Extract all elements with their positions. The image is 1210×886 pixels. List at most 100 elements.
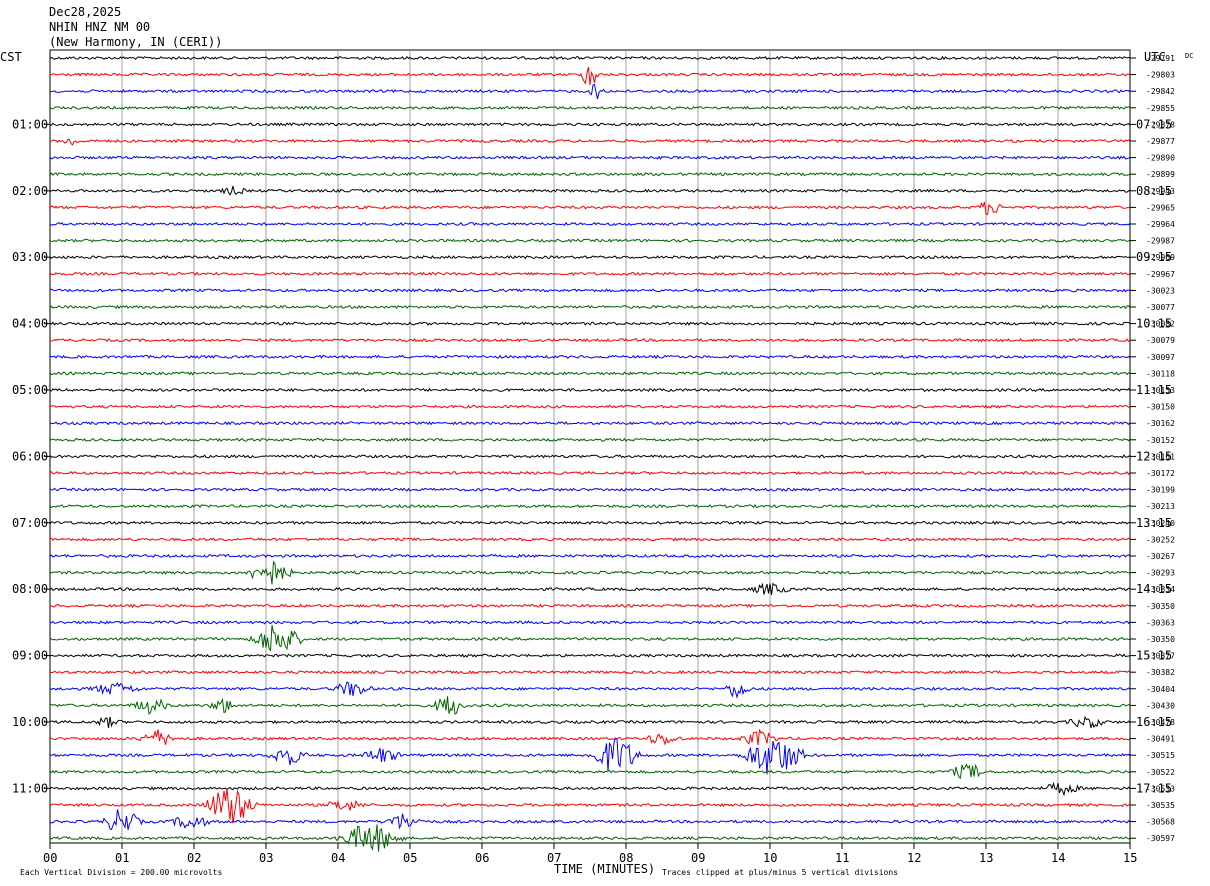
dc-offset-label: -30097: [1146, 353, 1175, 362]
trace-group: [49, 55, 1131, 852]
cst-hour-label: 10:00: [12, 715, 48, 729]
utc-hour-label: 10:15: [1136, 317, 1172, 331]
dc-offset-label: -29987: [1146, 237, 1175, 246]
dc-label: DC: [1185, 52, 1193, 60]
dc-offset-label: -30491: [1146, 735, 1175, 744]
dc-offset-label: -30161: [1146, 452, 1175, 461]
trace-row-4: [49, 122, 1131, 127]
trace-row-43: [49, 763, 1131, 779]
trace-row-29: [49, 537, 1131, 542]
trace-row-46: [49, 809, 1131, 831]
trace-row-33: [49, 603, 1131, 609]
dc-offset-label: -30377: [1146, 652, 1175, 661]
dc-offset-label: -30293: [1146, 569, 1175, 578]
x-tick-label: 15: [1123, 851, 1137, 865]
trace-row-16: [49, 321, 1131, 326]
x-tick-label: 05: [403, 851, 417, 865]
trace-row-21: [49, 404, 1131, 409]
dc-offset-label: -30533: [1146, 784, 1175, 793]
x-tick-label: 13: [979, 851, 993, 865]
dc-offset-label: -29842: [1146, 87, 1175, 96]
dc-offset-label: -29877: [1146, 137, 1175, 146]
dc-offset-label: -30363: [1146, 618, 1175, 627]
trace-row-34: [49, 620, 1131, 625]
trace-row-23: [49, 437, 1131, 442]
utc-hour-label: 11:15: [1136, 383, 1172, 397]
trace-row-22: [49, 421, 1131, 426]
x-tick-label: 10: [763, 851, 777, 865]
location-label: (New Harmony, IN (CERI)): [49, 35, 222, 49]
dc-offset-label: -30404: [1146, 685, 1175, 694]
x-axis-label: TIME (MINUTES): [554, 862, 655, 876]
trace-row-11: [49, 238, 1131, 243]
x-tick-label: 08: [619, 851, 633, 865]
trace-row-17: [49, 338, 1131, 343]
trace-row-5: [49, 138, 1131, 146]
scale-note: Each Vertical Division = 200.00 microvol…: [20, 868, 222, 877]
trace-row-9: [49, 201, 1131, 216]
utc-hour-label: 17:15: [1136, 781, 1172, 795]
trace-row-35: [49, 624, 1131, 652]
utc-hour-label: 07:15: [1136, 117, 1172, 131]
dc-offset-label: -30522: [1146, 768, 1175, 777]
x-tick-label: 07: [547, 851, 561, 865]
trace-row-42: [49, 737, 1131, 775]
dc-offset-label: -30350: [1146, 635, 1175, 644]
trace-row-19: [49, 371, 1131, 376]
dc-offset-label: -29899: [1146, 170, 1175, 179]
trace-row-44: [49, 781, 1131, 797]
dc-offset-label: -29967: [1146, 270, 1175, 279]
dc-offset-label: -29965: [1146, 203, 1175, 212]
trace-row-3: [49, 105, 1131, 111]
trace-row-2: [49, 83, 1131, 100]
utc-label: UTC: [1144, 50, 1166, 64]
trace-row-6: [49, 155, 1131, 160]
dc-offset-label: -30430: [1146, 701, 1175, 710]
cst-hour-label: 07:00: [12, 516, 48, 530]
x-tick-label: 04: [331, 851, 345, 865]
cst-hour-label: 11:00: [12, 781, 48, 795]
dc-offset-label: -29969: [1146, 253, 1175, 262]
x-tick-label: 12: [907, 851, 921, 865]
trace-row-7: [49, 171, 1131, 177]
dc-offset-label: -29964: [1146, 220, 1175, 229]
dc-offset-label: -30082: [1146, 320, 1175, 329]
trace-row-36: [49, 653, 1131, 658]
trace-row-15: [49, 304, 1131, 310]
cst-hour-label: 06:00: [12, 449, 48, 463]
x-tick-label: 00: [43, 851, 57, 865]
trace-row-0: [49, 55, 1131, 61]
dc-offset-label: -30162: [1146, 419, 1175, 428]
cst-label: CST: [0, 50, 22, 64]
dc-offset-label: -30213: [1146, 502, 1175, 511]
dc-offset-label: -30515: [1146, 751, 1175, 760]
trace-row-18: [49, 354, 1131, 360]
dc-offset-label: -30172: [1146, 469, 1175, 478]
trace-row-26: [49, 487, 1131, 492]
dc-offset-label: -30077: [1146, 303, 1175, 312]
dc-offset-label: -30478: [1146, 718, 1175, 727]
dc-offset-label: -30079: [1146, 336, 1175, 345]
dc-offset-label: -29878: [1146, 120, 1175, 129]
cst-hour-label: 04:00: [12, 317, 48, 331]
trace-row-38: [49, 681, 1131, 700]
minute-gridlines: [121, 50, 1059, 843]
x-tick-label: 14: [1051, 851, 1065, 865]
dc-offset-label: -30568: [1146, 818, 1175, 827]
utc-hour-label: 13:15: [1136, 516, 1172, 530]
x-tick-label: 06: [475, 851, 489, 865]
trace-row-10: [49, 221, 1131, 227]
trace-row-24: [49, 454, 1131, 459]
station-label: NHIN HNZ NM 00: [49, 20, 150, 34]
dc-offset-label: -30023: [1146, 286, 1175, 295]
dc-offset-label: -29855: [1146, 104, 1175, 113]
utc-hour-label: 09:15: [1136, 250, 1172, 264]
trace-row-41: [49, 729, 1131, 746]
cst-hour-label: 01:00: [12, 117, 48, 131]
dc-offset-label: -30150: [1146, 403, 1175, 412]
trace-row-30: [49, 553, 1131, 559]
dc-offset-label: -30199: [1146, 486, 1175, 495]
dc-offset-label: -30334: [1146, 585, 1175, 594]
cst-hour-label: 09:00: [12, 649, 48, 663]
